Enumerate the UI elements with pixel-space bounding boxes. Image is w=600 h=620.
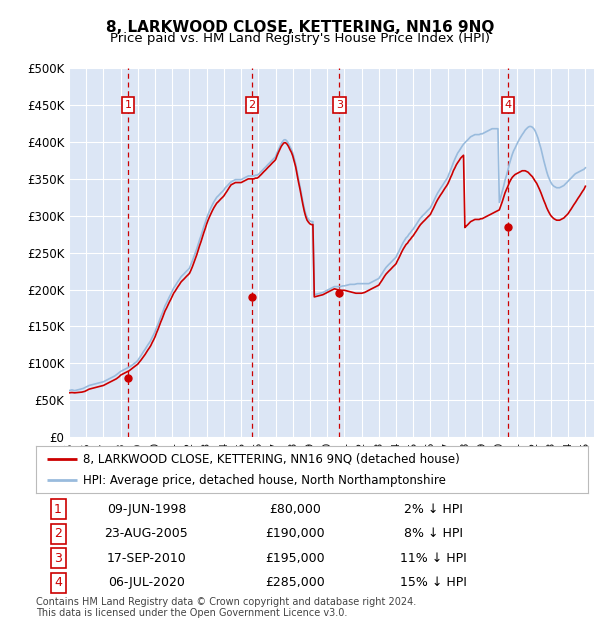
Text: 2: 2 (54, 528, 62, 541)
Text: 8% ↓ HPI: 8% ↓ HPI (404, 528, 463, 541)
Text: 09-JUN-1998: 09-JUN-1998 (107, 503, 186, 516)
Text: 8, LARKWOOD CLOSE, KETTERING, NN16 9NQ (detached house): 8, LARKWOOD CLOSE, KETTERING, NN16 9NQ (… (83, 453, 460, 466)
Text: 15% ↓ HPI: 15% ↓ HPI (400, 577, 467, 590)
Text: 4: 4 (505, 100, 512, 110)
Text: 4: 4 (54, 577, 62, 590)
Text: 3: 3 (336, 100, 343, 110)
Text: £80,000: £80,000 (269, 503, 322, 516)
Text: £195,000: £195,000 (266, 552, 325, 565)
Text: 2: 2 (248, 100, 256, 110)
Text: £190,000: £190,000 (266, 528, 325, 541)
Text: 1: 1 (54, 503, 62, 516)
Text: 8, LARKWOOD CLOSE, KETTERING, NN16 9NQ: 8, LARKWOOD CLOSE, KETTERING, NN16 9NQ (106, 20, 494, 35)
Text: Price paid vs. HM Land Registry's House Price Index (HPI): Price paid vs. HM Land Registry's House … (110, 32, 490, 45)
Text: 17-SEP-2010: 17-SEP-2010 (107, 552, 186, 565)
Text: 06-JUL-2020: 06-JUL-2020 (108, 577, 185, 590)
Text: 1: 1 (125, 100, 132, 110)
Text: HPI: Average price, detached house, North Northamptonshire: HPI: Average price, detached house, Nort… (83, 474, 446, 487)
Text: 11% ↓ HPI: 11% ↓ HPI (400, 552, 467, 565)
Text: £285,000: £285,000 (266, 577, 325, 590)
Text: 23-AUG-2005: 23-AUG-2005 (104, 528, 188, 541)
Text: 3: 3 (54, 552, 62, 565)
Text: Contains HM Land Registry data © Crown copyright and database right 2024.
This d: Contains HM Land Registry data © Crown c… (36, 596, 416, 618)
Text: 2% ↓ HPI: 2% ↓ HPI (404, 503, 463, 516)
